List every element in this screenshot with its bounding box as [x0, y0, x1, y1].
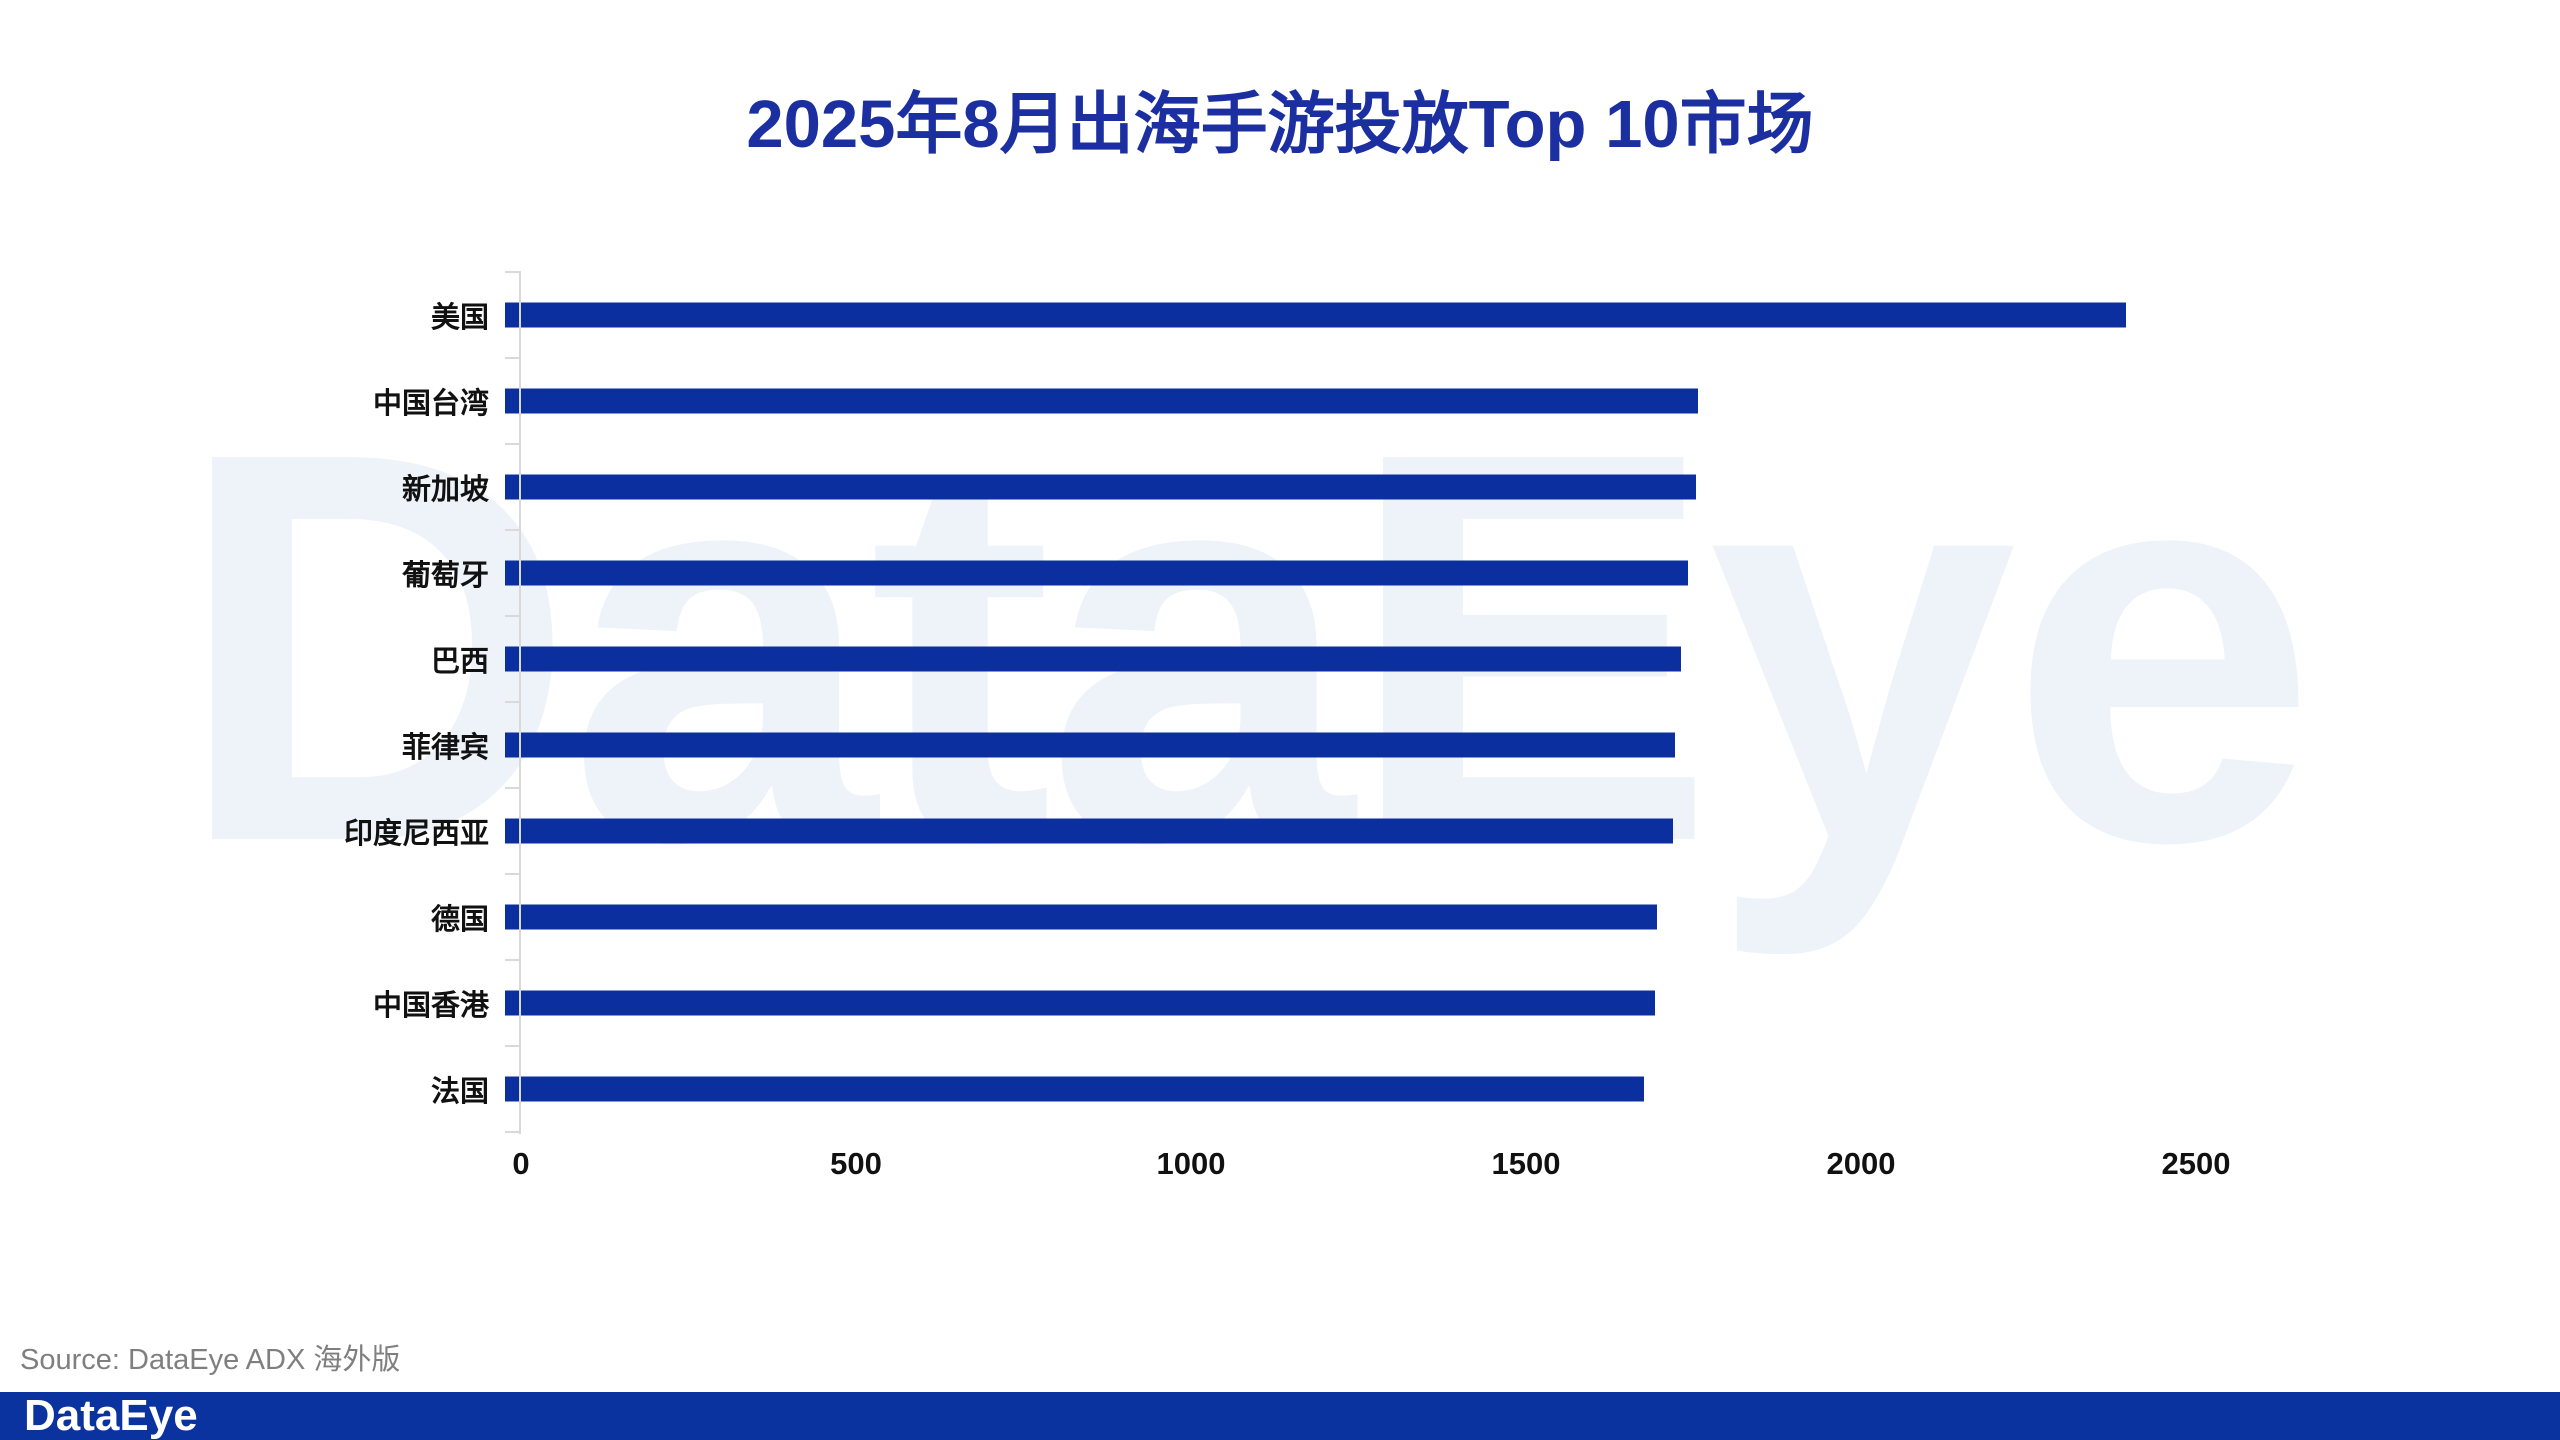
bar-track	[505, 1046, 2180, 1132]
x-axis-tick-label: 2500	[2161, 1146, 2231, 1181]
source-note: Source: DataEye ADX 海外版	[20, 1344, 401, 1376]
x-axis-tick-label: 1500	[1491, 1146, 1561, 1181]
chart-row: 印度尼西亚	[0, 788, 2196, 874]
x-axis-tick-label: 1000	[1156, 1146, 1226, 1181]
bar	[505, 990, 1656, 1016]
x-axis-tick-label: 500	[830, 1146, 882, 1181]
bar	[505, 732, 1675, 758]
bar-track	[505, 616, 2180, 702]
category-label: 巴西	[430, 646, 489, 678]
y-axis-tick-mark	[505, 701, 520, 703]
chart-row: 中国香港	[0, 960, 2196, 1046]
bar-track	[505, 960, 2180, 1046]
category-label: 印度尼西亚	[343, 818, 489, 850]
x-axis: 0 500 1000 1500 2000 2500	[512, 1146, 2230, 1192]
chart-row: 德国	[0, 874, 2196, 960]
x-axis-tick-label: 0	[512, 1146, 530, 1181]
y-axis-tick-mark	[505, 271, 520, 273]
bar	[505, 474, 1697, 500]
y-axis-tick-mark	[505, 1131, 520, 1133]
category-label: 德国	[430, 904, 489, 936]
chart-row: 菲律宾	[0, 702, 2196, 788]
bar-track	[505, 272, 2180, 358]
y-axis-tick-mark	[505, 873, 520, 875]
bar	[505, 302, 2127, 328]
bar	[505, 904, 1657, 930]
bar-track	[505, 530, 2180, 616]
footer-bar: DataEye	[0, 1392, 2560, 1440]
chart-row: 巴西	[0, 616, 2196, 702]
category-label: 中国台湾	[372, 388, 489, 420]
bar	[505, 818, 1673, 844]
category-label: 葡萄牙	[401, 560, 489, 592]
bar-track	[505, 444, 2180, 530]
chart-row: 法国	[0, 1046, 2196, 1132]
y-axis-tick-mark	[505, 615, 520, 617]
y-axis-tick-mark	[505, 529, 520, 531]
bar	[505, 560, 1689, 586]
bar-track	[505, 702, 2180, 788]
y-axis-tick-mark	[505, 443, 520, 445]
y-axis-tick-mark	[505, 1045, 520, 1047]
chart-rows: 美国中国台湾新加坡葡萄牙巴西菲律宾印度尼西亚德国中国香港法国	[0, 272, 2196, 1132]
bar	[505, 388, 1698, 414]
y-axis-line	[519, 271, 521, 1134]
chart-row: 中国台湾	[0, 358, 2196, 444]
y-axis-tick-mark	[505, 787, 520, 789]
y-axis-tick-mark	[505, 959, 520, 961]
chart-title: 2025年8月出海手游投放Top 10市场	[746, 87, 1814, 162]
category-label: 菲律宾	[401, 732, 489, 764]
chart-row: 葡萄牙	[0, 530, 2196, 616]
bar	[505, 1076, 1644, 1102]
category-label: 新加坡	[401, 474, 489, 506]
dataeye-logo: DataEye	[24, 1391, 198, 1440]
y-axis-tick-mark	[505, 357, 520, 359]
category-label: 法国	[430, 1076, 489, 1108]
bar	[505, 646, 1681, 672]
x-axis-tick-label: 2000	[1826, 1146, 1896, 1181]
chart-row: 新加坡	[0, 444, 2196, 530]
bar-track	[505, 358, 2180, 444]
category-label: 中国香港	[372, 990, 489, 1022]
chart-row: 美国	[0, 272, 2196, 358]
bar-track	[505, 874, 2180, 960]
category-label: 美国	[430, 302, 489, 334]
bar-track	[505, 788, 2180, 874]
